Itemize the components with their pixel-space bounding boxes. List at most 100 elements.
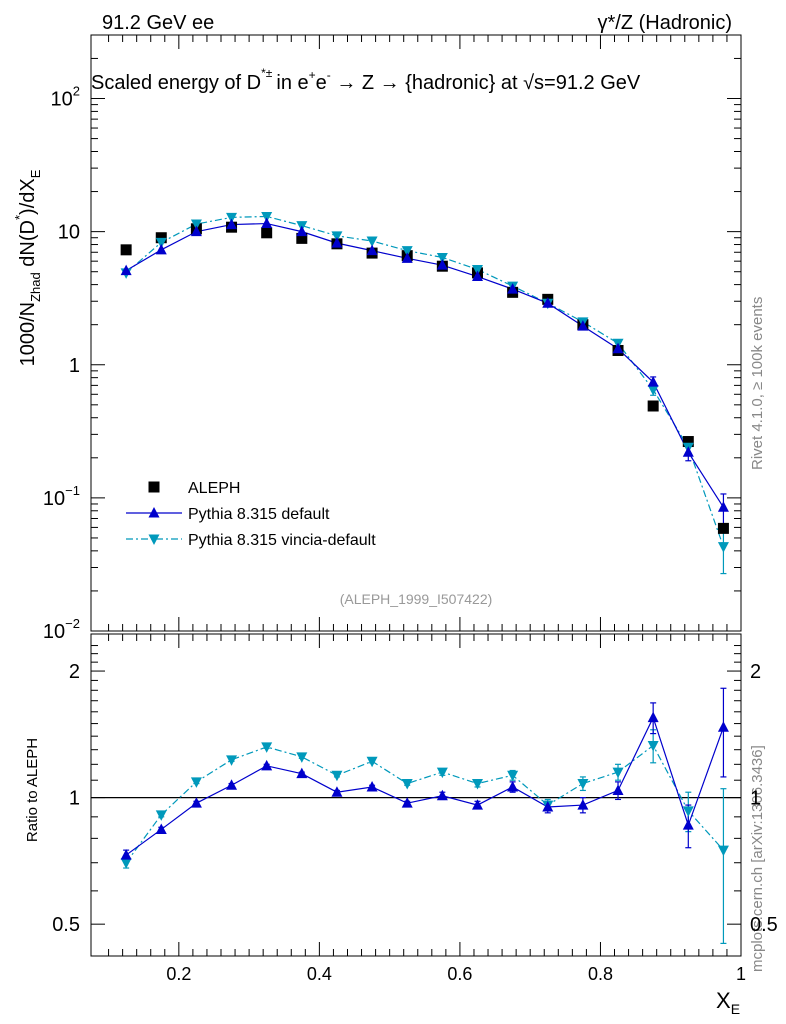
main-y-tick-label: 10−2 bbox=[43, 616, 80, 643]
header-right: γ*/Z (Hadronic) bbox=[598, 12, 732, 34]
aleph-point bbox=[296, 232, 308, 244]
ratio-default-line bbox=[125, 715, 724, 856]
ratio-y-tick-label: 2 bbox=[69, 661, 80, 683]
x-tick-label: 0.4 bbox=[307, 964, 332, 984]
ratio-y-tick-label-right: 2 bbox=[750, 661, 761, 683]
ratio-vincia-point bbox=[682, 806, 694, 817]
vincia-point bbox=[436, 252, 448, 264]
default-point bbox=[296, 225, 308, 237]
main-ylabel: 1000/NZhad dN(D*)/dXE bbox=[12, 169, 43, 366]
vincia-line bbox=[125, 215, 724, 547]
main-y-tick-label: 1 bbox=[69, 355, 80, 377]
ratio-vincia-point bbox=[190, 777, 202, 788]
default-point bbox=[190, 225, 202, 237]
ratio-vincia-point bbox=[401, 779, 413, 790]
x-tick-label: 0.8 bbox=[588, 964, 613, 984]
default-point bbox=[717, 501, 729, 512]
x-tick-label: 0.6 bbox=[447, 964, 472, 984]
legend-label-aleph: ALEPH bbox=[188, 480, 240, 497]
ratio-default-point bbox=[507, 780, 519, 792]
default-point bbox=[542, 297, 554, 308]
default-point bbox=[261, 217, 273, 229]
aleph-point bbox=[120, 244, 132, 256]
main-y-tick-label: 10 bbox=[58, 222, 80, 244]
rivet-version-label: Rivet 4.1.0, ≥ 100k events bbox=[749, 297, 766, 470]
ratio-default-point bbox=[436, 789, 448, 801]
legend-vincia-marker bbox=[148, 534, 160, 545]
ratio-vincia-point bbox=[717, 845, 729, 857]
ratio-default-point bbox=[682, 819, 694, 830]
ratio-vincia-point bbox=[155, 810, 167, 821]
ratio-default-point bbox=[542, 800, 554, 812]
default-point bbox=[155, 243, 167, 255]
vincia-point bbox=[261, 211, 273, 223]
default-line bbox=[125, 222, 724, 508]
ratio-default-point bbox=[155, 823, 167, 834]
vincia-point bbox=[647, 385, 659, 396]
ratio-vincia-point bbox=[436, 767, 448, 779]
ratio-series bbox=[120, 687, 729, 945]
aleph-point bbox=[717, 522, 729, 534]
main-axes: 10−2 10−1 1 10 102 bbox=[43, 34, 742, 643]
default-point bbox=[226, 218, 238, 230]
ratio-vincia-line bbox=[125, 744, 724, 864]
vincia-point bbox=[366, 236, 378, 248]
ratio-default-point bbox=[190, 797, 202, 808]
ratio-vincia-point bbox=[296, 752, 308, 763]
mcplots-label: mcplots.cern.ch [arXiv:1306.3436] bbox=[749, 745, 766, 972]
legend-default-marker bbox=[148, 507, 160, 518]
plot-title: Scaled energy of D*± in e+e- → Z → {hadro… bbox=[91, 66, 641, 94]
ratio-vincia-point bbox=[647, 741, 659, 752]
aleph-point bbox=[155, 232, 167, 244]
x-tick-label: 1 bbox=[736, 964, 746, 984]
legend: ALEPH Pythia 8.315 default Pythia 8.315 vi… bbox=[126, 480, 376, 549]
ratio-default-point bbox=[331, 786, 343, 797]
ratio-vincia-point bbox=[507, 770, 519, 782]
vincia-point bbox=[226, 212, 238, 224]
ratio-default-point bbox=[612, 784, 624, 795]
ratio-default-point bbox=[647, 711, 659, 723]
ratio-axes: 0.2 0.4 0.6 0.8 1 0.5 0.5 1 1 2 2 bbox=[52, 634, 778, 984]
vincia-point bbox=[471, 264, 483, 276]
ratio-default-point bbox=[577, 799, 589, 810]
ratio-vincia-point bbox=[471, 779, 483, 790]
analysis-watermark: (ALEPH_1999_I507422) bbox=[340, 591, 493, 607]
ratio-plot-frame bbox=[90, 633, 742, 957]
main-plot-frame bbox=[90, 34, 742, 632]
vincia-point bbox=[401, 246, 413, 257]
vincia-point bbox=[331, 231, 343, 242]
x-axis-label: XE bbox=[716, 988, 740, 1017]
aleph-point bbox=[647, 400, 659, 412]
default-point bbox=[507, 283, 519, 294]
ratio-y-tick-label-right: 0.5 bbox=[750, 914, 778, 936]
aleph-point bbox=[682, 436, 694, 448]
default-point bbox=[471, 270, 483, 282]
ratio-y-tick-label: 0.5 bbox=[52, 914, 80, 936]
main-series bbox=[120, 211, 729, 575]
ratio-default-point bbox=[401, 797, 413, 808]
ratio-default-point bbox=[471, 799, 483, 810]
default-point bbox=[436, 259, 448, 270]
ratio-vincia-point bbox=[366, 756, 378, 768]
ratio-default-point bbox=[120, 849, 132, 860]
default-point bbox=[331, 237, 343, 248]
default-point bbox=[577, 320, 589, 331]
x-tick-label: 0.2 bbox=[166, 964, 191, 984]
ratio-vincia-point bbox=[577, 779, 589, 790]
ratio-y-tick-label-right: 1 bbox=[750, 788, 761, 810]
default-point bbox=[366, 244, 378, 256]
vincia-point bbox=[190, 219, 202, 231]
legend-aleph-marker bbox=[148, 481, 160, 493]
default-point bbox=[647, 376, 659, 387]
ratio-y-tick-label: 1 bbox=[69, 788, 80, 810]
ratio-vincia-point bbox=[120, 858, 132, 869]
ratio-vincia-point bbox=[612, 767, 624, 779]
default-point bbox=[612, 342, 624, 354]
vincia-point bbox=[717, 542, 729, 553]
ratio-vincia-point bbox=[331, 770, 343, 782]
ratio-default-point bbox=[226, 779, 238, 790]
header-left: 91.2 GeV ee bbox=[102, 12, 214, 34]
default-point bbox=[682, 446, 694, 457]
ratio-ylabel: Ratio to ALEPH bbox=[24, 738, 41, 842]
